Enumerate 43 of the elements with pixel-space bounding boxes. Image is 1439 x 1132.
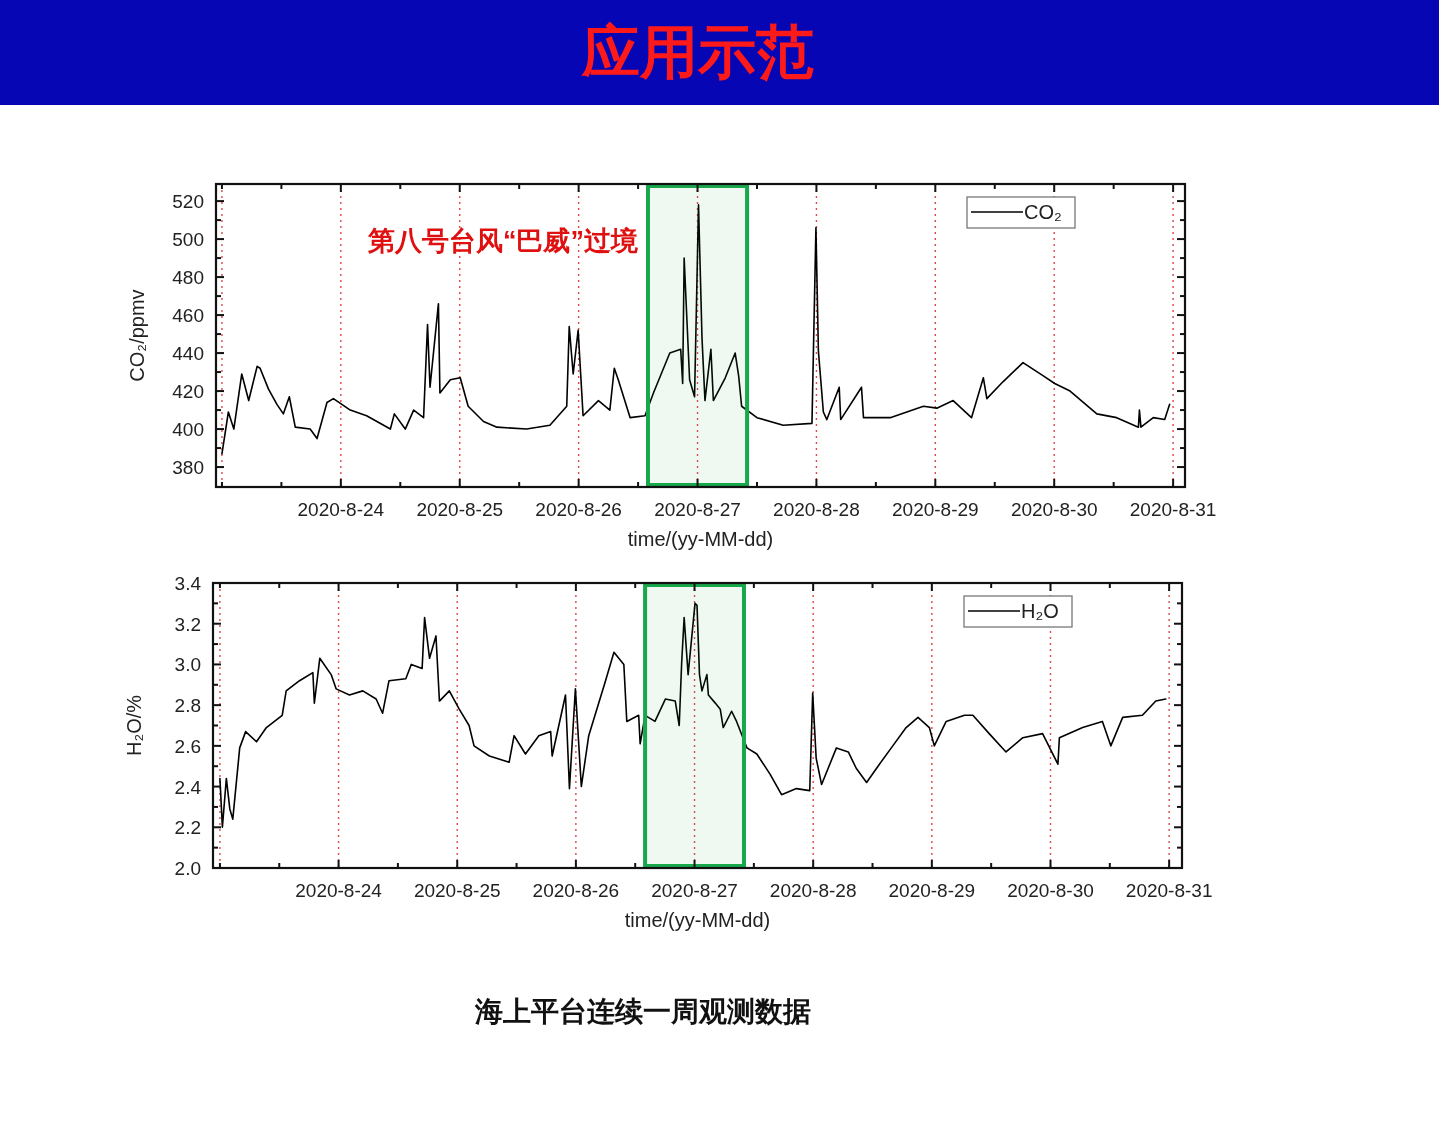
x-tick-label: 2020-8-25: [413, 880, 501, 901]
line-series: [221, 204, 1171, 455]
x-tick-label: 2020-8-26: [532, 880, 620, 901]
legend-label: H₂O: [1021, 600, 1059, 622]
x-tick-label: 2020-8-24: [297, 499, 385, 520]
x-tick-label: 2020-8-30: [1007, 880, 1094, 901]
y-axis-title: CO₂/ppmv: [126, 289, 148, 382]
x-tick-label: 2020-8-28: [769, 880, 857, 901]
text: 海上平台连续一周观测数据: [473, 996, 811, 1027]
x-tick-label: 2020-8-28: [773, 499, 860, 520]
y-tick-label: 420: [172, 381, 204, 403]
y-tick-label: 3.4: [174, 573, 202, 594]
chart-title: 应用示范: [580, 19, 814, 84]
y-tick-label: 3.0: [174, 654, 201, 676]
y-tick-label: 520: [172, 191, 204, 213]
x-tick-label: 2020-8-30: [1010, 499, 1098, 520]
x-tick-label: 2020-8-26: [535, 499, 622, 520]
y-tick-label: 400: [172, 419, 204, 441]
x-tick-label: 2020-8-31: [1129, 499, 1217, 520]
y-tick-label: 500: [172, 229, 204, 251]
y-tick-label: 2.2: [174, 817, 201, 839]
x-tick-label: 2020-8-25: [416, 499, 504, 520]
x-tick-label: 2020-8-29: [892, 499, 979, 520]
y-tick-label: 2.0: [174, 858, 201, 879]
line-series: [219, 602, 1167, 829]
y-tick-label: 2.4: [174, 776, 202, 798]
y-axis-title: H₂O/%: [123, 694, 145, 757]
y-tick-label: 460: [172, 305, 204, 327]
legend-label: CO₂: [1024, 201, 1062, 223]
y-tick-label: 380: [172, 457, 204, 479]
y-tick-label: 3.2: [174, 613, 201, 635]
x-tick-label: 2020-8-31: [1125, 880, 1213, 901]
x-tick-label: 2020-8-29: [888, 880, 976, 901]
y-tick-label: 2.6: [174, 735, 201, 757]
x-axis-title: time/(yy-MM-dd): [627, 528, 774, 550]
x-tick-label: 2020-8-27: [651, 880, 738, 901]
y-tick-label: 2.8: [174, 695, 201, 717]
y-tick-label: 440: [172, 343, 204, 365]
y-tick-label: 480: [172, 267, 204, 289]
x-tick-label: 2020-8-27: [654, 499, 741, 520]
band-label: 第八号台风“巴威”过境: [366, 226, 638, 256]
x-tick-label: 2020-8-24: [295, 880, 383, 901]
x-axis-title: time/(yy-MM-dd): [624, 909, 771, 931]
